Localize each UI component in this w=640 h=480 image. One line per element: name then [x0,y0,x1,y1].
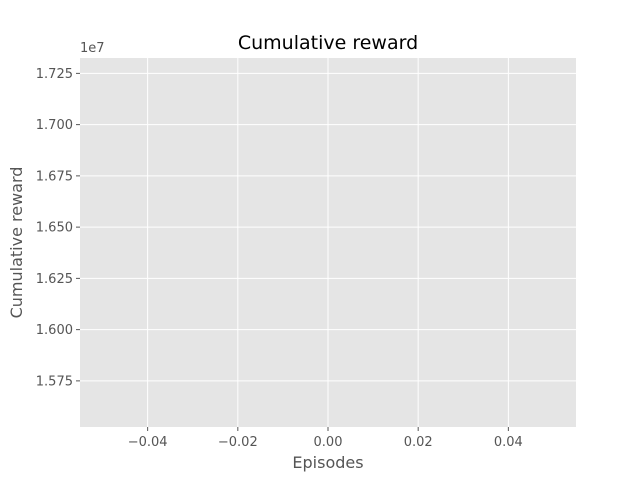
x-tick-label: −0.04 [128,435,168,450]
y-tick-label: 1.675 [36,169,73,184]
x-tick-label: −0.02 [218,435,258,450]
y-tick-label: 1.650 [36,221,73,236]
x-tick-label: 0.00 [314,435,343,450]
y-tick-label: 1.725 [36,67,73,82]
x-axis-ticks: −0.04 −0.02 0.00 0.02 0.04 [128,427,523,450]
y-tick-label: 1.625 [36,272,73,287]
y-axis-ticks: 1.575 1.600 1.625 1.650 1.675 1.700 1.725 [36,67,80,389]
y-tick-label: 1.575 [36,374,73,389]
y-axis-label: Cumulative reward [7,167,26,319]
x-tick-label: 0.02 [404,435,433,450]
x-tick-label: 0.04 [494,435,523,450]
y-tick-label: 1.700 [36,118,73,133]
grid-lines [80,58,576,427]
chart-title: Cumulative reward [238,32,418,54]
y-axis-offset-label: 1e7 [80,41,105,56]
x-axis-label: Episodes [292,453,363,472]
y-tick-label: 1.600 [36,323,73,338]
